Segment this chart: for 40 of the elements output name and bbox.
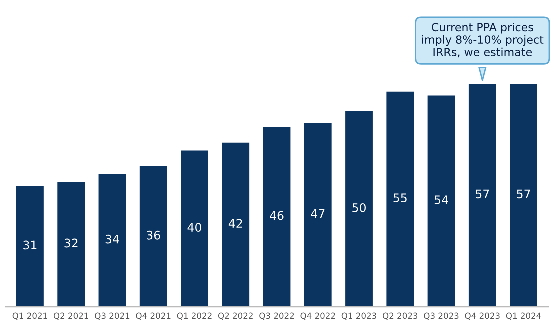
bar bbox=[508, 82, 539, 308]
x-tick-label: Q3 2022 bbox=[260, 312, 294, 320]
x-tick-label: Q3 2021 bbox=[95, 312, 130, 320]
x-tick-label: Q2 2022 bbox=[218, 312, 253, 320]
data-label: 46 bbox=[270, 211, 284, 220]
bar bbox=[468, 82, 498, 308]
bar bbox=[180, 149, 210, 308]
x-tick-label: Q1 2022 bbox=[177, 312, 212, 320]
x-tick-label: Q1 2023 bbox=[342, 312, 376, 320]
bar bbox=[344, 110, 374, 308]
x-tick-label: Q3 2023 bbox=[424, 312, 459, 320]
bar bbox=[97, 172, 128, 308]
x-tick-label: Q1 2021 bbox=[12, 312, 48, 320]
x-tick-label: Q4 2022 bbox=[300, 312, 336, 320]
data-label: 57 bbox=[476, 190, 490, 199]
data-label: 32 bbox=[64, 238, 78, 248]
data-label: 54 bbox=[434, 196, 448, 205]
data-label: 47 bbox=[311, 209, 325, 218]
data-label: 55 bbox=[394, 194, 407, 203]
bar bbox=[138, 165, 169, 308]
bar bbox=[220, 142, 251, 308]
bar bbox=[15, 184, 46, 308]
annotation: Current PPA prices imply 8%-10% project IRRs, we estimate bbox=[422, 22, 544, 58]
data-label: 34 bbox=[106, 234, 120, 244]
x-tick-label: Q2 2021 bbox=[54, 312, 88, 320]
x-tick-label: Q4 2021 bbox=[136, 312, 171, 320]
data-label: 57 bbox=[517, 190, 530, 199]
data-label: 40 bbox=[188, 223, 202, 232]
bar bbox=[303, 122, 334, 308]
bar bbox=[385, 90, 416, 308]
bar bbox=[56, 180, 86, 308]
x-tick-label: Q2 2023 bbox=[383, 312, 418, 320]
data-label: 50 bbox=[352, 203, 366, 212]
data-label: 36 bbox=[147, 230, 160, 240]
data-label: 42 bbox=[228, 219, 242, 228]
bar bbox=[262, 126, 292, 308]
bar bbox=[426, 94, 457, 308]
x-tick-label: Q1 2024 bbox=[506, 312, 542, 320]
x-tick-label: Q4 2023 bbox=[465, 312, 500, 320]
data-label: 31 bbox=[24, 240, 37, 250]
